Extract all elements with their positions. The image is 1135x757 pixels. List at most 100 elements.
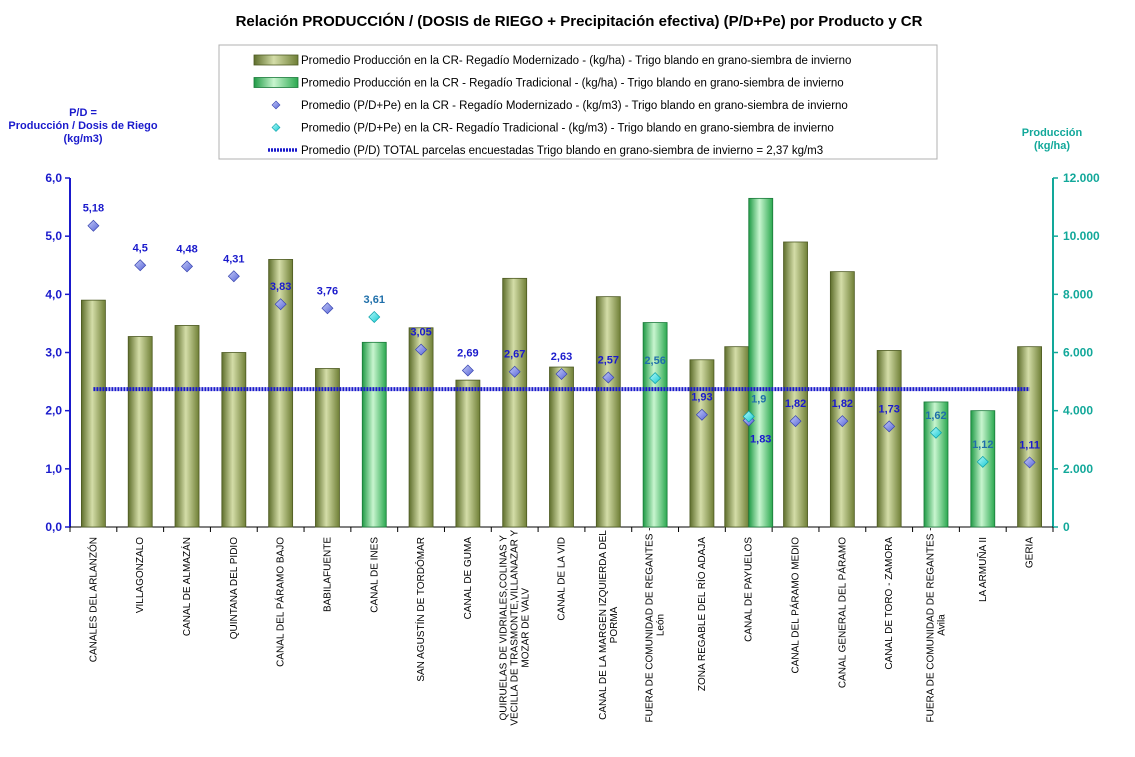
x-tick-label: CANAL GENERAL DEL PÁRAMO — [835, 537, 848, 688]
x-tick-label: QUIRUELAS DE VIDRIALES,COLINAS YVECILLA … — [499, 530, 532, 726]
bar-tradicional — [361, 341, 387, 528]
point-modernizado — [87, 219, 100, 232]
point-label-modernizado: 3,83 — [270, 281, 291, 293]
x-tick-label-line: Avila — [936, 614, 947, 636]
left-tick-label: 3,0 — [45, 346, 62, 360]
point-modernizado — [836, 415, 849, 428]
bar-modernizado — [724, 346, 750, 528]
point-label-modernizado: 2,69 — [457, 348, 478, 360]
point-label-modernizado: 1,11 — [1019, 439, 1040, 451]
bar-modernizado — [595, 296, 621, 528]
point-modernizado — [461, 364, 474, 377]
point-modernizado — [415, 343, 428, 356]
x-tick-label-line: QUIRUELAS DE VIDRIALES,COLINAS Y — [499, 535, 510, 721]
point-tradicional — [368, 311, 381, 324]
point-tradicional — [649, 372, 662, 385]
point-label-tradicional: 1,9 — [751, 393, 766, 405]
bar-modernizado — [783, 241, 808, 528]
x-tick-label-line: MOZAR DE VALV — [521, 588, 532, 668]
point-label-modernizado: 3,05 — [410, 327, 431, 339]
left-tick-label: 1,0 — [45, 462, 62, 476]
x-tick-label: ZONA REGABLE DEL RÍO ADAJA — [695, 537, 708, 691]
bar-modernizado — [174, 325, 200, 528]
x-tick-label-line: CANAL DE LA MARGEN IZQUIERDA DEL — [598, 530, 609, 720]
legend: Promedio Producción en la CR- Regadío Mo… — [218, 44, 938, 160]
point-modernizado — [555, 368, 568, 381]
bar-tradicional — [923, 401, 949, 528]
bar-modernizado — [455, 379, 481, 528]
right-tick-label: 8.000 — [1063, 287, 1093, 301]
legend-entry-label: Promedio (P/D) TOTAL parcelas encuestada… — [301, 145, 823, 157]
point-label-modernizado: 1,73 — [878, 403, 899, 415]
chart-title: Relación PRODUCCIÓN / (DOSIS de RIEGO + … — [236, 12, 923, 30]
left-tick-label: 2,0 — [45, 404, 62, 418]
point-modernizado — [1023, 456, 1036, 469]
x-tick-label: CANAL DEL PÁRAMO MEDIO — [789, 537, 802, 674]
x-tick-label: CANAL DEL PÁRAMO BAJO — [274, 537, 287, 667]
point-tradicional — [976, 455, 989, 468]
legend-entry-label: Promedio (P/D+Pe) en la CR - Regadío Mod… — [301, 100, 848, 112]
point-modernizado — [134, 259, 147, 272]
x-tick-label-line: CANAL DE GUMA — [463, 537, 474, 620]
point-label-tradicional: 1,12 — [972, 439, 993, 451]
point-label-modernizado: 2,67 — [504, 349, 525, 361]
bar-modernizado — [689, 359, 715, 528]
bar-modernizado — [502, 277, 528, 528]
x-tick-label: FUERA DE COMUNIDAD DE REGANTES -Avila — [925, 527, 947, 722]
x-tick-label-line: CANAL DE LA VID — [557, 537, 568, 621]
x-tick-label: LA ARMUÑA II — [976, 537, 989, 602]
left-axis-title-line: P/D = — [69, 107, 97, 119]
point-modernizado — [508, 365, 521, 378]
x-tick-label-line: SAN AGUSTÍN DE TORDÓMAR — [414, 537, 427, 682]
left-tick-label: 0,0 — [45, 520, 62, 534]
point-label-tradicional: 1,62 — [925, 410, 946, 422]
left-axis-title-line: Producción / Dosis de Riego — [8, 120, 157, 132]
x-tick-label-line: CANAL DE PAYUELOS — [744, 537, 755, 642]
right-tick-label: 2.000 — [1063, 462, 1093, 476]
x-tick-label: BABILAFUENTE — [322, 537, 333, 612]
point-label-modernizado: 4,31 — [223, 253, 244, 265]
point-modernizado — [181, 260, 194, 273]
point-tradicional — [929, 426, 942, 439]
right-tick-label: 12.000 — [1063, 171, 1100, 185]
bar-modernizado — [549, 366, 574, 528]
bar-modernizado — [408, 327, 434, 528]
point-label-modernizado: 1,82 — [785, 398, 806, 410]
x-tick-label-line: FUERA DE COMUNIDAD DE REGANTES - — [925, 527, 936, 722]
legend-entry-label: Promedio Producción en la CR- Regadío Mo… — [301, 55, 851, 67]
left-tick-label: 6,0 — [45, 171, 62, 185]
legend-box — [218, 44, 938, 160]
x-tick-label: QUINTANA DEL PIDIO — [229, 537, 240, 639]
x-tick-label-line: FUERA DE COMUNIDAD DE REGANTES - — [645, 527, 656, 722]
bar-modernizado — [81, 299, 106, 528]
x-tick-label: FUERA DE COMUNIDAD DE REGANTES -León — [645, 527, 667, 722]
bar-modernizado — [127, 336, 153, 528]
bar-tradicional — [970, 410, 996, 528]
point-label-tradicional: 3,61 — [364, 294, 385, 306]
x-tick-label: CANALES DEL ARLANZÓN — [86, 537, 99, 662]
point-modernizado — [789, 415, 802, 428]
x-tick-label-line: GERIA — [1025, 537, 1036, 568]
x-tick-label: CANAL DE LA MARGEN IZQUIERDA DELPORMA — [598, 530, 620, 720]
x-tick-label-line: ZONA REGABLE DEL RÍO ADAJA — [695, 537, 708, 691]
points: 5,18 4,5 4,48 4,31 3,83 3,76 3,61 3,05 2,69 2,67 2… — [83, 203, 1040, 469]
bar-modernizado — [829, 271, 855, 528]
x-tick-label-line: CANAL DE ALMAZÁN — [180, 537, 193, 636]
point-label-modernizado: 1,93 — [691, 392, 712, 404]
x-tick-label-line: CANAL DEL PÁRAMO BAJO — [274, 537, 287, 667]
point-label-modernizado: 2,63 — [551, 351, 572, 363]
x-tick-label-line: CANALES DEL ARLANZÓN — [86, 537, 99, 662]
left-axis-title: P/D = Producción / Dosis de Riego (kg/m3… — [8, 107, 157, 145]
legend-swatch — [253, 77, 299, 88]
point-tradicional — [742, 410, 755, 423]
x-tick-label-line: QUINTANA DEL PIDIO — [229, 537, 240, 639]
x-tick-label-line: BABILAFUENTE — [322, 537, 333, 612]
point-label-modernizado: 1,83 — [750, 434, 771, 446]
x-tick-labels: CANALES DEL ARLANZÓN VILLAGONZALO CANAL DE… — [86, 527, 1035, 725]
x-tick-label-line: CANAL GENERAL DEL PÁRAMO — [835, 537, 848, 688]
legend-marker — [271, 123, 281, 132]
left-tick-label: 5,0 — [45, 229, 62, 243]
point-modernizado — [602, 371, 615, 384]
right-tick-label: 0 — [1063, 520, 1070, 534]
left-tick-label: 4,0 — [45, 287, 62, 301]
